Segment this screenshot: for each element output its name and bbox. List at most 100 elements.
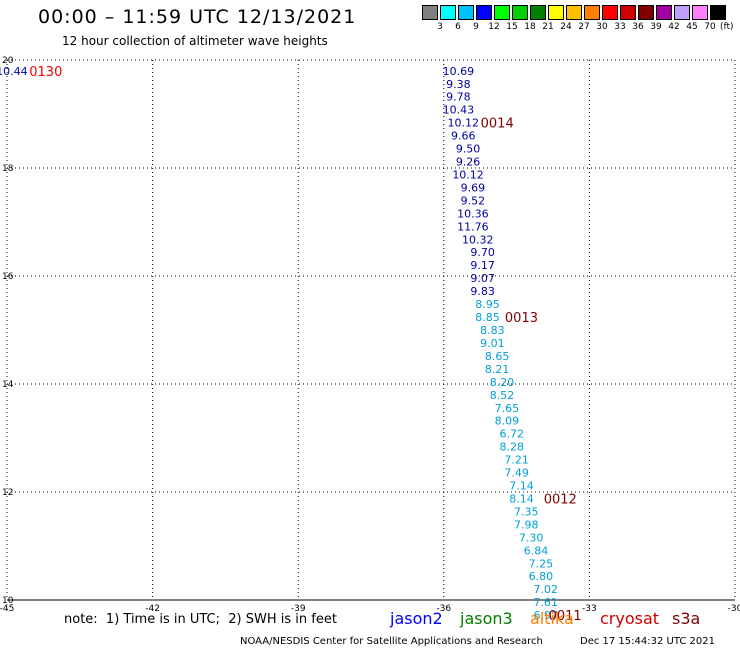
legend-swatch (440, 5, 456, 20)
generation-timestamp: Dec 17 15:44:32 UTC 2021 (580, 636, 715, 647)
x-tick-label: -33 (582, 604, 597, 614)
legend-swatch (512, 5, 528, 20)
wave-height-label: 7.02 (533, 583, 558, 596)
y-tick-label: 16 (2, 272, 14, 282)
wave-height-label: 8.20 (490, 376, 515, 389)
y-tick-label: 18 (2, 164, 14, 174)
wave-height-label: 8.52 (490, 389, 515, 402)
wave-height-label: 10.12 (452, 168, 484, 181)
wave-height-label: 8.09 (495, 415, 520, 428)
y-tick-label: 14 (2, 380, 14, 390)
y-tick-label: 20 (2, 56, 14, 66)
wave-height-label: 8.95 (475, 298, 500, 311)
wave-height-label: 10.32 (462, 233, 494, 246)
wave-height-label: 9.07 (470, 272, 495, 285)
wave-height-label: 9.69 (461, 181, 486, 194)
wave-height-label: 9.01 (480, 337, 505, 350)
wave-height-label: 9.26 (456, 156, 481, 169)
legend-swatch (548, 5, 564, 20)
pass-time-label: 0012 (544, 492, 577, 507)
wave-height-label: 8.14 (509, 492, 534, 505)
wave-height-label: 9.52 (461, 194, 486, 207)
legend-swatch (422, 5, 438, 20)
legend-label: 3 (437, 22, 443, 32)
wave-height-label: 9.70 (470, 246, 495, 259)
pass-time-label: 0130 (29, 65, 62, 80)
wave-height-label: 7.14 (509, 480, 534, 493)
legend-label: 33 (614, 22, 626, 32)
pass-time-label: 0011 (549, 609, 582, 624)
wave-height-label: 10.69 (443, 65, 475, 78)
wave-height-label: 7.25 (529, 557, 554, 570)
wave-height-label: 9.17 (470, 259, 495, 272)
wave-height-label: 10.44 (0, 65, 28, 78)
legend-label: 12 (488, 22, 500, 32)
y-tick-label: 12 (2, 488, 13, 498)
legend-unit: (ft) (720, 22, 734, 32)
legend-label: 45 (686, 22, 698, 32)
wave-height-label: 8.83 (480, 324, 505, 337)
tick-labels: -45 -42 -39 -36 -33 -30 10 12 14 16 18 20 (0, 56, 740, 614)
chart-subtitle: 12 hour collection of altimeter wave hei… (62, 34, 328, 48)
satellite-name: jason2 (390, 609, 443, 628)
wave-height-label: 6.72 (499, 428, 524, 441)
wave-height-label: 9.66 (451, 130, 476, 143)
wave-height-label: 11.76 (457, 220, 489, 233)
legend-label: 39 (650, 22, 662, 32)
wave-height-label: 8.21 (485, 363, 510, 376)
legend-label: 30 (596, 22, 608, 32)
legend-swatch (656, 5, 672, 20)
legend-swatch (584, 5, 600, 20)
x-tick-label: -45 (0, 604, 14, 614)
legend-label: 36 (632, 22, 644, 32)
pass-time-label: 0014 (481, 117, 514, 132)
x-tick-label: -36 (436, 604, 451, 614)
legend-swatch (710, 5, 726, 20)
wave-height-label: 7.21 (504, 454, 529, 467)
time-labels: 0130 0014 0013 0012 0011 (29, 65, 581, 624)
satellite-name: s3a (672, 609, 701, 628)
wave-height-label: 9.78 (446, 91, 471, 104)
wave-height-label: 10.43 (443, 104, 475, 117)
note-text: note: 1) Time is in UTC; 2) SWH is in fe… (64, 612, 337, 627)
satellite-name: cryosat (600, 609, 660, 628)
wave-height-label: 6.84 (524, 544, 549, 557)
satellite-name: altika (530, 609, 574, 628)
pass-time-label: 0013 (505, 311, 538, 326)
wave-height-label: 10.12 (447, 117, 479, 130)
legend-label: 70 (704, 22, 716, 32)
wave-height-label: 9.83 (470, 285, 495, 298)
wave-height-label: 7.35 (514, 505, 539, 518)
legend-swatch (602, 5, 618, 20)
wave-height-label: 7.49 (504, 467, 529, 480)
wave-height-label: 8.28 (499, 441, 524, 454)
legend-swatch (494, 5, 510, 20)
legend-swatch (692, 5, 708, 20)
grid-lines (6, 59, 736, 601)
wave-height-label: 6.97 (533, 609, 558, 622)
chart-title: 00:00 – 11:59 UTC 12/13/2021 (38, 6, 357, 28)
wave-height-label: 7.61 (533, 596, 558, 609)
wave-height-label: 10.36 (457, 207, 489, 220)
y-tick-label: 10 (2, 596, 14, 606)
wave-height-label: 6.80 (529, 570, 554, 583)
legend-label: 42 (668, 22, 680, 32)
wave-height-label: 8.85 (475, 311, 500, 324)
legend-swatch (458, 5, 474, 20)
legend-label: 21 (542, 22, 554, 32)
wave-height-label: 7.65 (495, 402, 520, 415)
wave-height-label: 9.38 (446, 78, 471, 91)
legend-label: 24 (560, 22, 572, 32)
credit-text: NOAA/NESDIS Center for Satellite Applica… (240, 636, 543, 647)
legend-swatch (674, 5, 690, 20)
x-tick-label: -30 (728, 604, 740, 614)
x-tick-label: -42 (145, 604, 160, 614)
x-tick-label: -39 (291, 604, 306, 614)
legend-label: 27 (578, 22, 590, 32)
satellite-name: jason3 (460, 609, 513, 628)
wave-height-label: 8.65 (485, 350, 510, 363)
legend-label: 6 (455, 22, 461, 32)
legend-swatch (566, 5, 582, 20)
legend-label: 18 (524, 22, 536, 32)
